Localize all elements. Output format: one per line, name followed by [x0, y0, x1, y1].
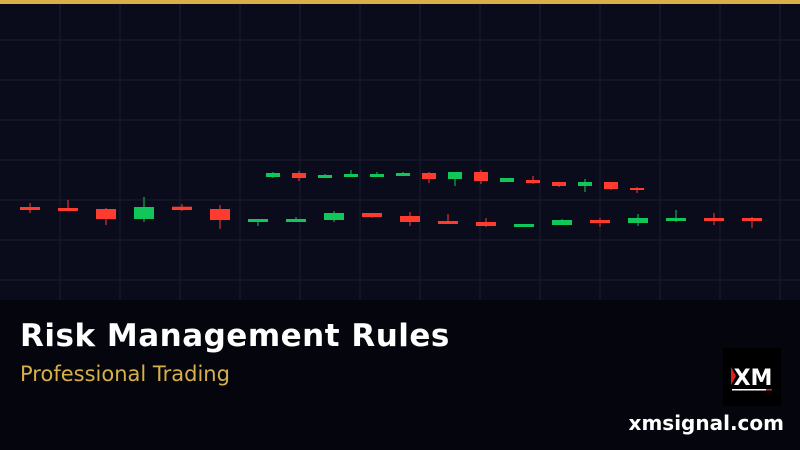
accent-top-bar [0, 0, 800, 4]
candle [292, 171, 306, 181]
xm-logo: XM [723, 348, 781, 406]
candle-body [370, 174, 384, 177]
candle [666, 210, 686, 222]
candle-body [552, 182, 566, 186]
candle-body [438, 221, 458, 224]
banner-subtitle: Professional Trading [20, 362, 230, 386]
candle-body [448, 172, 462, 179]
candle [500, 178, 514, 182]
candle-body [474, 172, 488, 181]
candle-body [630, 188, 644, 190]
svg-text:XM: XM [734, 366, 773, 391]
candle-body [248, 219, 268, 222]
candle-body [500, 178, 514, 182]
candle-body [526, 180, 540, 183]
candle-body [134, 207, 154, 219]
candle [344, 170, 358, 177]
candle-body [552, 220, 572, 225]
candle [476, 218, 496, 227]
candle [590, 218, 610, 227]
candle-body [704, 218, 724, 221]
candle [552, 219, 572, 225]
candle-body [400, 216, 420, 222]
candle [742, 217, 762, 228]
candle-body [590, 220, 610, 223]
candle [400, 212, 420, 226]
candle-body [514, 224, 534, 227]
candle-body [96, 209, 116, 219]
candle [552, 182, 566, 187]
candle [362, 213, 382, 218]
candle [210, 205, 230, 229]
decorative-candlestick-background [0, 4, 800, 300]
candle [20, 203, 40, 213]
candle [286, 217, 306, 222]
candle [324, 211, 344, 222]
candle-body [362, 213, 382, 217]
candle-body [604, 182, 618, 189]
candle [172, 204, 192, 211]
banner-title: Risk Management Rules [20, 318, 450, 354]
candle [58, 200, 78, 211]
candle [134, 197, 154, 222]
website-label: xmsignal.com [628, 411, 784, 435]
candle-body [422, 173, 436, 179]
candle-body [396, 173, 410, 176]
candle-body [210, 209, 230, 220]
candle [266, 172, 280, 178]
candle [578, 179, 592, 192]
candle [370, 172, 384, 177]
candle [628, 214, 648, 226]
candle [448, 172, 462, 186]
candle [96, 208, 116, 225]
candle-body [318, 175, 332, 178]
candle-body [666, 218, 686, 221]
candle-body [578, 182, 592, 186]
candle [438, 214, 458, 224]
candle [422, 172, 436, 183]
candle [318, 174, 332, 178]
candle [526, 176, 540, 184]
candle-body [266, 173, 280, 177]
candle-body [742, 218, 762, 221]
title-footer-panel [0, 300, 800, 450]
candle-body [628, 218, 648, 223]
candle [514, 224, 534, 227]
candle-body [324, 213, 344, 220]
candle-body [476, 222, 496, 226]
candle [396, 172, 410, 176]
xm-logo-icon: XM [731, 366, 773, 391]
candle [630, 187, 644, 193]
candle [604, 182, 618, 190]
candle-body [172, 206, 192, 210]
candle-body [286, 219, 306, 222]
candle-body [58, 208, 78, 211]
candle [704, 213, 724, 225]
candle [248, 219, 268, 226]
candle [474, 170, 488, 184]
candle-body [292, 173, 306, 178]
candle-body [344, 174, 358, 177]
candle-body [20, 207, 40, 210]
